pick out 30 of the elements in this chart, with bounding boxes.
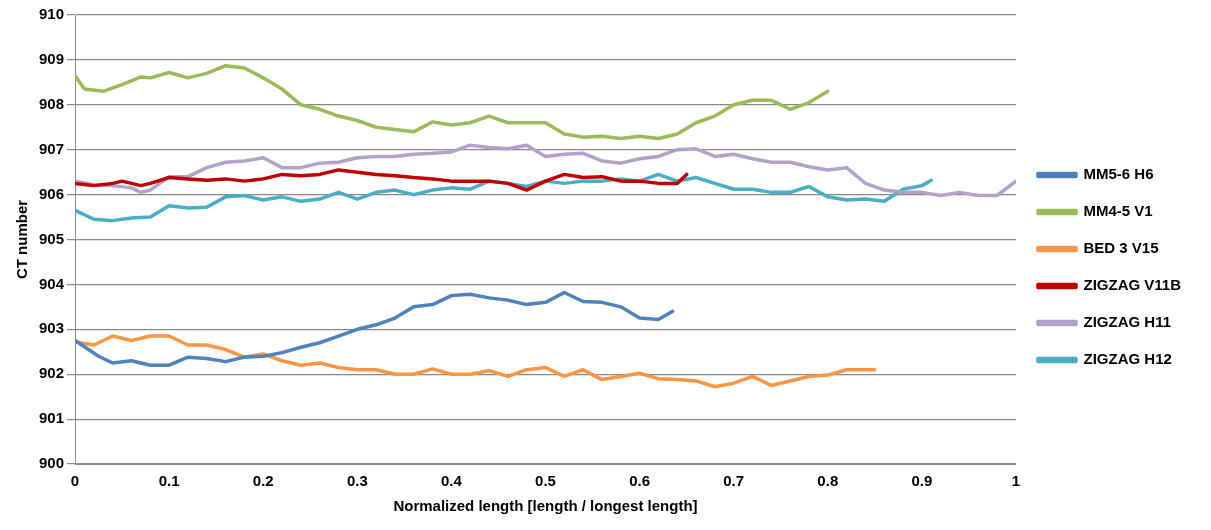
legend-label: ZIGZAG H11 xyxy=(1083,313,1172,331)
x-axis-title: Normalized length [length / longest length] xyxy=(393,497,698,515)
y-tick-label: 907 xyxy=(39,139,65,157)
legend-label: ZIGZAG V11B xyxy=(1083,276,1182,294)
legend-label: BED 3 V15 xyxy=(1083,239,1159,257)
legend-label: MM5-6 H6 xyxy=(1083,165,1154,183)
y-tick-label: 906 xyxy=(39,184,65,202)
y-tick-label: 901 xyxy=(39,409,65,427)
y-tick-label: 909 xyxy=(39,50,65,68)
x-tick-label: 0.5 xyxy=(535,472,556,490)
y-tick-label: 905 xyxy=(39,229,65,247)
y-tick-label: 910 xyxy=(39,5,65,23)
legend-label: MM4-5 V1 xyxy=(1083,202,1153,220)
y-tick-label: 908 xyxy=(39,94,65,112)
y-tick-label: 903 xyxy=(39,319,65,337)
y-tick-label: 902 xyxy=(39,364,65,382)
x-tick-label: 0 xyxy=(70,472,80,490)
x-tick-label: 1 xyxy=(1011,472,1021,490)
y-tick-label: 900 xyxy=(39,454,65,472)
legend-label: ZIGZAG H12 xyxy=(1083,350,1172,368)
x-tick-label: 0.9 xyxy=(911,472,933,490)
x-tick-label: 0.1 xyxy=(158,472,180,490)
x-tick-label: 0.4 xyxy=(440,472,463,490)
x-tick-label: 0.2 xyxy=(252,472,274,490)
x-tick-label: 0.7 xyxy=(723,472,745,490)
x-tick-label: 0.3 xyxy=(346,472,368,490)
y-tick-label: 904 xyxy=(39,274,65,292)
y-axis-title: CT number xyxy=(13,199,31,280)
x-tick-label: 0.6 xyxy=(629,472,651,490)
x-tick-label: 0.8 xyxy=(817,472,839,490)
